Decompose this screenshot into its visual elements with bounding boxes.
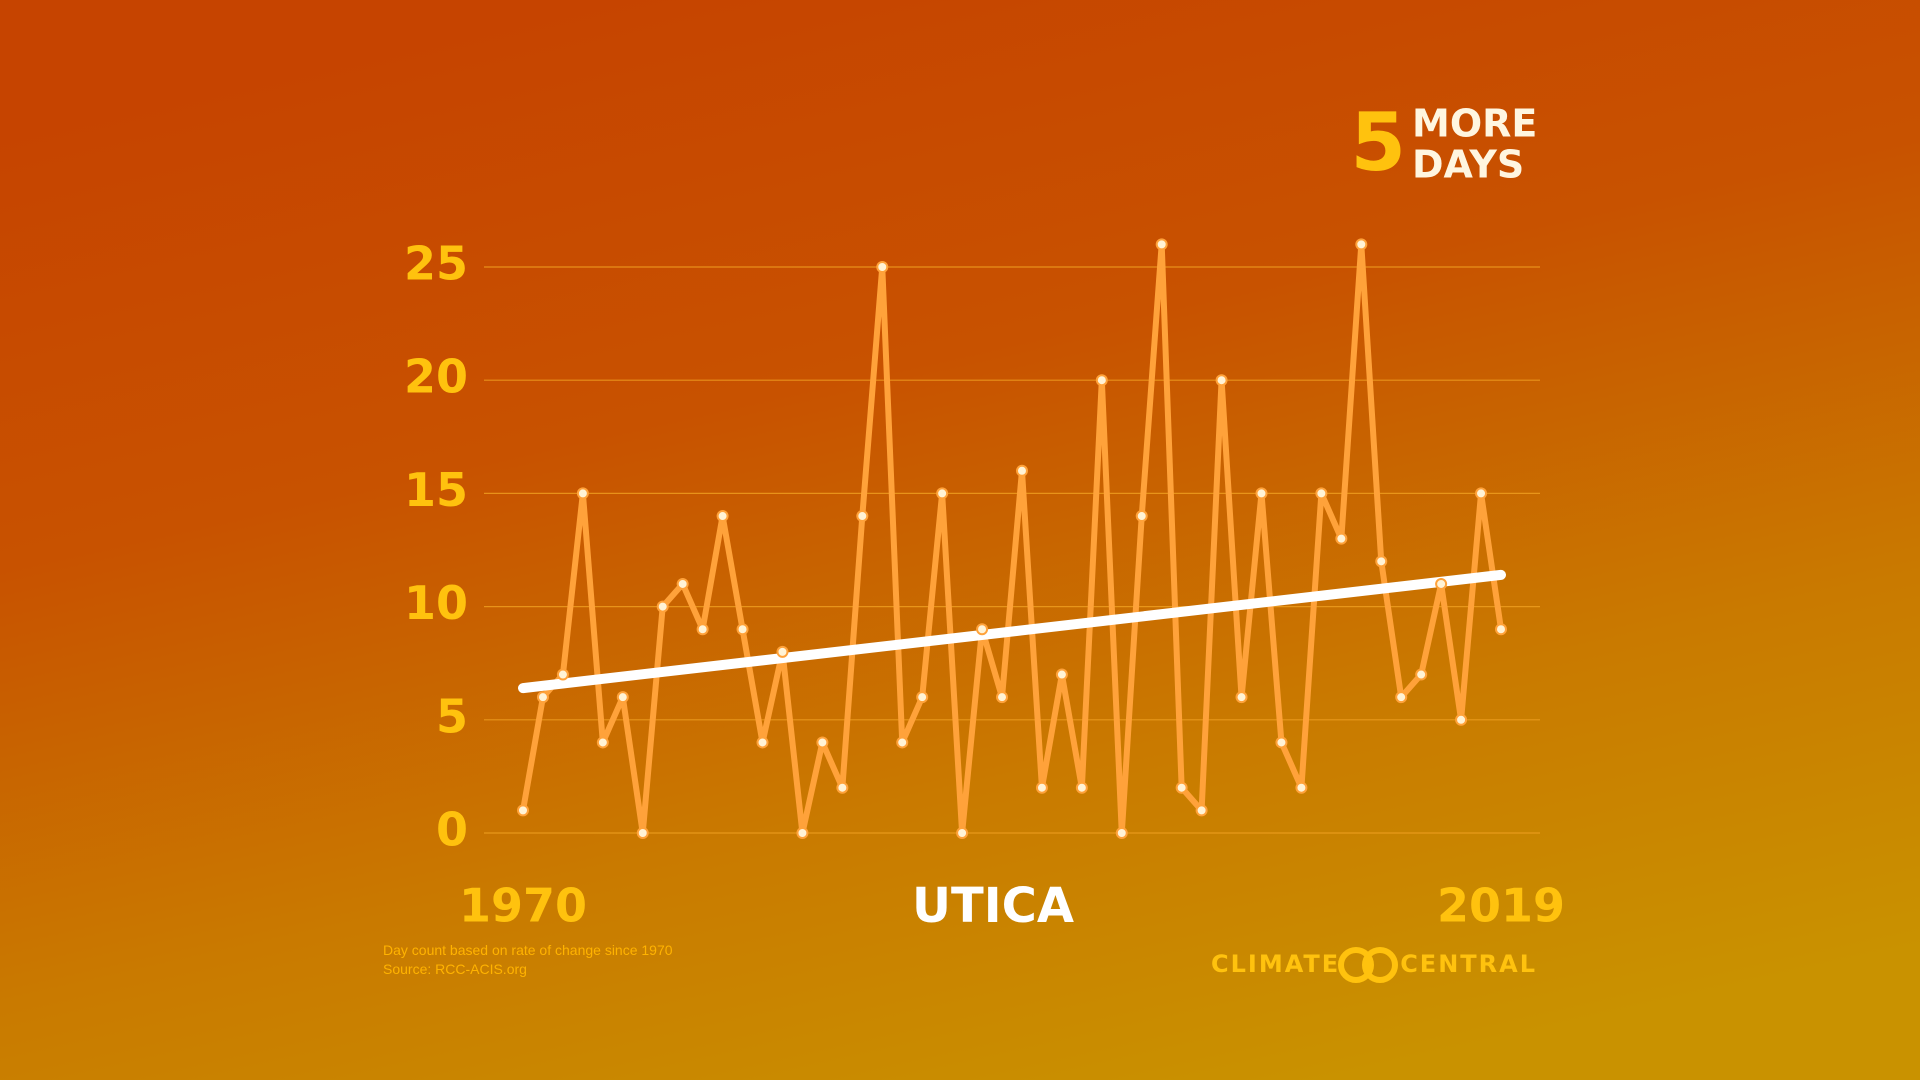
y-tick-label: 25 [404, 237, 468, 291]
data-point [1155, 238, 1168, 251]
data-point [816, 736, 829, 749]
data-point [1435, 577, 1448, 590]
headline-line2: DAYS [1412, 143, 1524, 187]
data-point [576, 487, 589, 500]
data-point [1295, 781, 1308, 794]
headline-line1: MORE [1412, 102, 1537, 146]
brand-left: CLIMATE [1211, 950, 1340, 978]
data-point [556, 668, 569, 681]
data-point [1215, 374, 1228, 387]
data-point [736, 623, 749, 636]
data-point [1015, 464, 1028, 477]
data-line [520, 241, 1504, 836]
data-point [676, 577, 689, 590]
data-point [1315, 487, 1328, 500]
headline-number: 5 [1350, 96, 1406, 189]
data-point [1035, 781, 1048, 794]
data-point [696, 623, 709, 636]
data-point [1055, 668, 1068, 681]
data-point [976, 623, 989, 636]
data-point [1415, 668, 1428, 681]
data-point [1375, 555, 1388, 568]
data-point [1175, 781, 1188, 794]
data-point [1095, 374, 1108, 387]
data-point [1395, 691, 1408, 704]
y-tick-label: 20 [404, 350, 468, 404]
y-tick-label: 0 [436, 803, 468, 857]
data-point [876, 261, 889, 273]
data-point [636, 827, 649, 839]
y-tick-label: 10 [404, 576, 468, 630]
data-point [936, 487, 949, 500]
data-point [716, 510, 729, 523]
data-point [1075, 781, 1088, 794]
brand-right: CENTRAL [1400, 950, 1537, 978]
data-point [1235, 691, 1248, 704]
data-point [776, 645, 789, 658]
data-point [1195, 804, 1208, 817]
data-point [536, 691, 549, 704]
data-point [1275, 736, 1288, 749]
data-point [1355, 238, 1368, 251]
x-tick-label: 1970 [459, 879, 587, 933]
data-point [916, 691, 929, 704]
note: Day count based on rate of change since … [383, 942, 673, 958]
y-tick-label: 5 [436, 689, 468, 743]
data-point [896, 736, 909, 749]
data-point [1115, 827, 1128, 839]
data-point [756, 736, 769, 749]
data-point [836, 781, 849, 794]
brand-logo [1338, 947, 1398, 983]
data-point [1135, 510, 1148, 523]
data-point [996, 691, 1009, 704]
data-point [1455, 713, 1468, 726]
data-point [956, 827, 969, 839]
data-point [1255, 487, 1268, 500]
data-point [856, 510, 869, 523]
data-point [596, 736, 609, 749]
trend-line [518, 569, 1506, 694]
data-point [1495, 623, 1507, 636]
data-point [517, 804, 529, 817]
chart-title: UTICA [912, 878, 1074, 934]
x-tick-label: 2019 [1437, 879, 1565, 933]
data-point [1475, 487, 1488, 500]
note: Source: RCC-ACIS.org [383, 961, 527, 977]
data-point [1335, 532, 1348, 545]
data-point [796, 827, 809, 839]
data-point [656, 600, 669, 613]
y-tick-label: 15 [404, 463, 468, 517]
data-point [616, 691, 629, 704]
